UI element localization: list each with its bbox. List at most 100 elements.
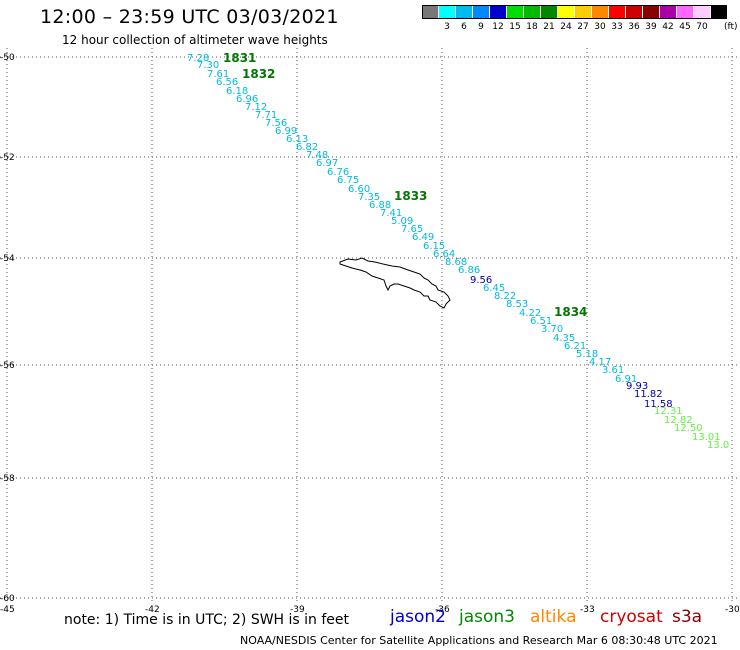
footer-credit: NOAA/NESDIS Center for Satellite Applica… — [240, 634, 718, 647]
swh-value: 4.35 — [553, 333, 575, 344]
swh-value: 5.18 — [576, 349, 598, 360]
swh-value: 13.01 — [692, 432, 721, 443]
swh-value: 7.71 — [255, 110, 277, 121]
lat-label: -60 — [0, 594, 15, 604]
legend-label: 6 — [461, 22, 467, 32]
swh-value: 6.18 — [226, 86, 248, 97]
legend-swatch — [507, 5, 523, 19]
lat-label: -50 — [0, 53, 15, 63]
legend-swatch — [456, 5, 472, 19]
legend-swatch — [626, 5, 642, 19]
legend-label: 36 — [628, 22, 640, 32]
swh-value: 6.88 — [369, 200, 391, 211]
satellite-cryosat: cryosat — [600, 607, 663, 627]
swh-value: 8.53 — [506, 299, 528, 310]
legend-swatch — [541, 5, 557, 19]
legend-label: 21 — [543, 22, 555, 32]
swh-value: 7.12 — [245, 102, 267, 113]
legend-swatch — [422, 5, 438, 19]
lat-label: -56 — [0, 361, 15, 371]
swh-value: 6.64 — [433, 249, 455, 260]
legend-label: 3 — [444, 22, 450, 32]
legend-label: 42 — [662, 22, 674, 32]
swh-value: 4.22 — [519, 308, 541, 319]
south-georgia-coastline — [339, 257, 451, 309]
swh-value: 6.82 — [296, 142, 318, 153]
swh-value: 7.48 — [306, 150, 328, 161]
swh-value: 5.09 — [391, 216, 413, 227]
map-subtitle: 12 hour collection of altimeter wave hei… — [62, 33, 328, 47]
swh-value: 7.30 — [197, 60, 219, 71]
legend-label: 9 — [478, 22, 484, 32]
legend-unit: (ft) — [724, 22, 738, 32]
swh-value: 7.35 — [358, 192, 380, 203]
swh-value: 9.93 — [626, 381, 648, 392]
lat-label: -52 — [0, 153, 15, 163]
swh-value: 6.99 — [275, 126, 297, 137]
lon-label: -45 — [0, 605, 15, 615]
satellite-jason3: jason3 — [459, 607, 515, 627]
lon-label: -36 — [435, 605, 450, 615]
swh-value: 12.82 — [664, 415, 693, 426]
satellite-altika: altika — [530, 607, 577, 627]
pass-labels: 1831 1832 1833 1834 — [223, 51, 587, 319]
pass-number: 1831 — [223, 51, 256, 65]
legend-label: 24 — [560, 22, 572, 32]
legend-swatch — [473, 5, 489, 19]
swh-value: 6.45 — [483, 283, 505, 294]
swh-value: 6.60 — [348, 184, 370, 195]
legend-swatch — [439, 5, 455, 19]
swh-value: 7.28 — [187, 53, 209, 64]
legend-label: 39 — [645, 22, 657, 32]
lat-label: -58 — [0, 474, 15, 484]
swh-value: 6.96 — [236, 94, 258, 105]
swh-value: 6.21 — [564, 341, 586, 352]
swh-value: 7.61 — [207, 69, 229, 80]
legend-swatch — [609, 5, 625, 19]
satellite-s3a: s3a — [672, 607, 703, 627]
swh-value: 7.56 — [265, 118, 287, 129]
swh-value: 6.86 — [458, 265, 480, 276]
swh-value: 6.51 — [530, 316, 552, 327]
notes-text: note: 1) Time is in UTC; 2) SWH is in fe… — [64, 612, 350, 628]
legend-swatch — [643, 5, 659, 19]
legend-swatch — [694, 5, 710, 19]
swh-value: 7.41 — [380, 208, 402, 219]
legend-swatch — [575, 5, 591, 19]
lon-label: -30 — [725, 605, 740, 615]
pass-number: 1834 — [554, 305, 587, 319]
swh-value: 4.17 — [589, 357, 611, 368]
legend-swatch — [677, 5, 693, 19]
swh-value: 8.68 — [445, 257, 467, 268]
lon-label: -39 — [290, 605, 305, 615]
swh-value: 6.75 — [337, 175, 359, 186]
map-title: 12:00 – 23:59 UTC 03/03/2021 — [40, 6, 339, 28]
swh-value: 13.0 — [707, 440, 729, 451]
swh-value: 3.70 — [541, 324, 563, 335]
legend-swatch — [711, 5, 727, 19]
legend-swatch — [524, 5, 540, 19]
swh-value: 7.65 — [401, 224, 423, 235]
swh-value: 6.15 — [423, 241, 445, 252]
legend-label: 15 — [509, 22, 521, 32]
swh-value: 11.58 — [644, 399, 673, 410]
legend-swatch — [558, 5, 574, 19]
legend-label: 45 — [679, 22, 691, 32]
legend-label: 30 — [594, 22, 606, 32]
lon-label: -33 — [580, 605, 595, 615]
pass-number: 1833 — [394, 189, 427, 203]
pass-number: 1832 — [242, 67, 275, 81]
swh-value: 12.50 — [674, 423, 703, 434]
legend-swatch — [660, 5, 676, 19]
legend-label: 18 — [526, 22, 538, 32]
axis-labels: -50 -52 -54 -56 -58 -60-45 -42 -39 -36 -33 -30 — [0, 53, 740, 615]
lat-lon-grid — [0, 48, 740, 602]
satellite-jason2: jason2 — [390, 607, 446, 627]
swh-value: 8.22 — [494, 291, 516, 302]
swh-value: 6.76 — [327, 167, 349, 178]
swh-value: 9.56 — [470, 275, 492, 286]
legend-label: 70 — [696, 22, 708, 32]
lon-label: -42 — [145, 605, 160, 615]
legend-label: 27 — [577, 22, 589, 32]
